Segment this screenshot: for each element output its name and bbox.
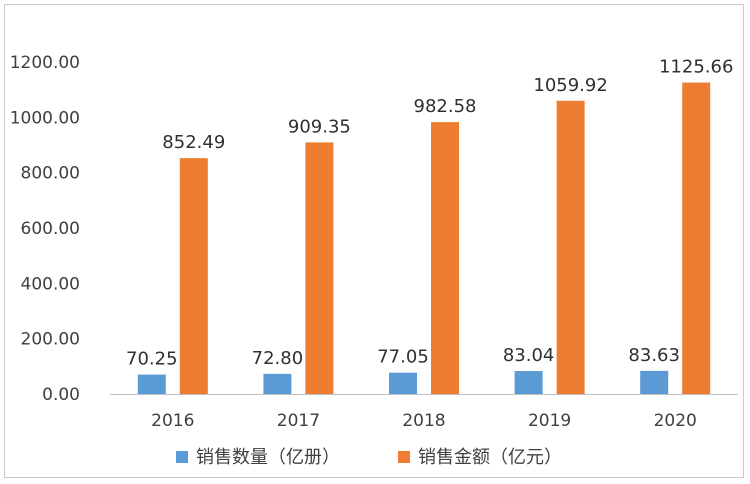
y-tick-label: 600.00 bbox=[21, 219, 80, 239]
x-tick-label: 2018 bbox=[402, 411, 445, 431]
x-tick-label: 2016 bbox=[151, 411, 194, 431]
x-tick-label: 2020 bbox=[654, 411, 697, 431]
bar-quantity-2019 bbox=[514, 371, 543, 394]
data-label-quantity-2017: 72.80 bbox=[252, 348, 304, 369]
y-tick-label: 800.00 bbox=[21, 164, 80, 184]
data-label-quantity-2018: 77.05 bbox=[377, 347, 429, 368]
data-label-amount-2019: 1059.92 bbox=[533, 75, 607, 96]
data-label-quantity-2020: 83.63 bbox=[628, 345, 680, 366]
bar-quantity-2017 bbox=[263, 373, 292, 394]
bar-quantity-2020 bbox=[640, 370, 669, 394]
bar-quantity-2016 bbox=[137, 374, 166, 394]
bar-amount-2019 bbox=[556, 100, 585, 395]
data-label-amount-2017: 909.35 bbox=[288, 116, 351, 137]
legend-label-quantity: 销售数量（亿册） bbox=[196, 447, 340, 468]
x-tick-label: 2017 bbox=[277, 411, 320, 431]
x-axis-ticks: 2016 2017 2018 2019 2020 bbox=[151, 411, 697, 431]
y-tick-label: 400.00 bbox=[21, 274, 80, 294]
data-label-quantity-2016: 70.25 bbox=[126, 349, 178, 370]
y-tick-label: 200.00 bbox=[21, 330, 80, 350]
legend-label-amount: 销售金额（亿元） bbox=[418, 447, 562, 468]
bar-amount-2017 bbox=[305, 142, 334, 394]
y-tick-label: 0.00 bbox=[42, 385, 80, 405]
bar-amount-2018 bbox=[431, 122, 459, 395]
data-label-amount-2018: 982.58 bbox=[414, 96, 477, 117]
legend-swatch-quantity bbox=[176, 451, 188, 463]
bar-amount-2020 bbox=[682, 82, 711, 395]
data-label-quantity-2019: 83.04 bbox=[503, 345, 555, 366]
y-tick-label: 1200.00 bbox=[10, 53, 80, 73]
bar-amount-2016 bbox=[179, 158, 208, 394]
x-tick-label: 2019 bbox=[528, 411, 571, 431]
bars: 70.25 852.49 72.80 909.35 77.05 982.58 83.04 10… bbox=[126, 57, 733, 395]
data-label-amount-2016: 852.49 bbox=[162, 132, 225, 153]
data-label-amount-2020: 1125.66 bbox=[659, 57, 733, 78]
y-axis-ticks: 0.00 200.00 400.00 600.00 800.00 1000.00 1200.… bbox=[10, 53, 80, 405]
legend: 销售数量（亿册） 销售金额（亿元） bbox=[176, 447, 562, 468]
legend-swatch-amount bbox=[398, 451, 410, 463]
chart-frame bbox=[4, 4, 744, 478]
bar-quantity-2018 bbox=[389, 372, 417, 394]
y-tick-label: 1000.00 bbox=[10, 108, 80, 128]
